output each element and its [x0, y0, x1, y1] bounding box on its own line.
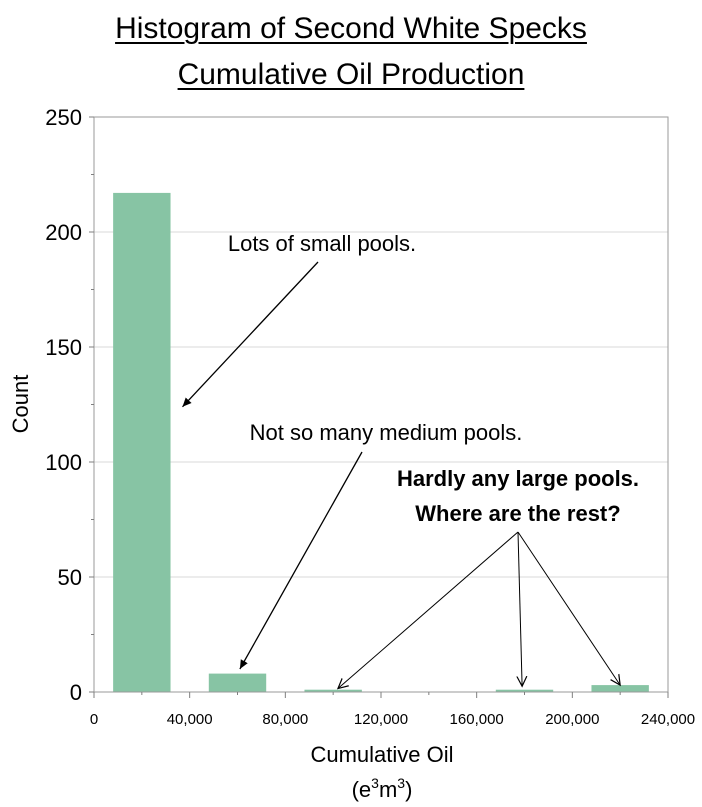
histogram-bar	[113, 192, 171, 692]
x-tick-label: 0	[90, 711, 98, 728]
y-tick-label: 150	[45, 335, 82, 360]
chart-title-line-1: Histogram of Second White Specks	[115, 12, 587, 45]
annotation-arrow	[182, 261, 319, 408]
x-axis-unit: (e3m3)	[352, 775, 413, 802]
y-tick-label: 0	[70, 680, 82, 705]
histogram-bar	[495, 689, 554, 692]
x-tick-label: 240,000	[641, 711, 695, 728]
chart-title-line-2: Cumulative Oil Production	[177, 58, 525, 91]
y-tick-label: 200	[45, 220, 82, 245]
x-tick-label: 40,000	[167, 711, 213, 728]
histogram-bar	[304, 689, 362, 692]
annotation-large-pools: Hardly any large pools.	[397, 466, 639, 491]
annotation-arrow	[239, 451, 363, 670]
annotation-small-pools: Lots of small pools.	[228, 231, 416, 256]
annotation-where-rest: Where are the rest?	[415, 501, 620, 526]
x-tick-label: 200,000	[545, 711, 599, 728]
plot-area-border	[93, 116, 669, 693]
histogram-bar	[591, 685, 649, 692]
y-tick-label: 50	[58, 565, 82, 590]
y-tick-label: 100	[45, 450, 82, 475]
annotation-medium-pools: Not so many medium pools.	[250, 420, 523, 445]
histogram-bar	[208, 673, 267, 692]
annotation-arrow	[338, 531, 519, 689]
annotation-arrow	[517, 531, 620, 685]
y-tick-label: 250	[45, 105, 82, 130]
axes: 0 50 100 150 200 250 0 40,000 80,000 120,000 160,0…	[45, 105, 695, 728]
x-tick-label: 80,000	[262, 711, 308, 728]
x-tick-label: 120,000	[354, 711, 408, 728]
x-axis-label: Cumulative Oil	[310, 742, 453, 767]
annotation-arrows	[182, 261, 620, 689]
bars	[113, 192, 649, 692]
y-axis-label: Count	[8, 375, 33, 434]
x-tick-label: 160,000	[450, 711, 504, 728]
annotation-arrow	[518, 531, 522, 686]
